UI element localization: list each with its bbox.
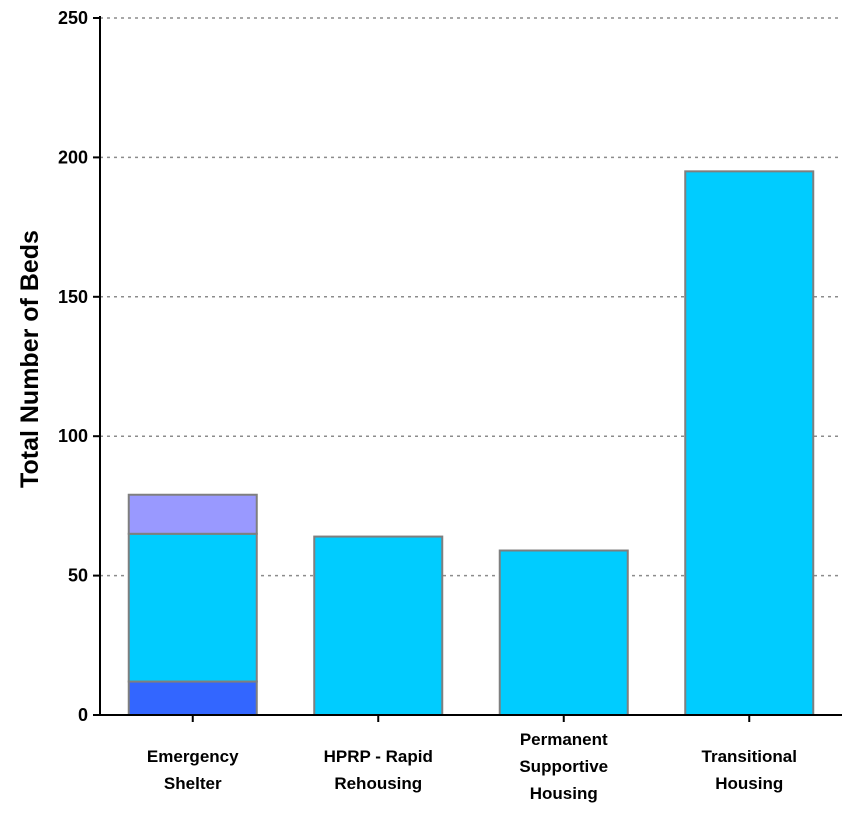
y-axis-label: Total Number of Beds [16, 230, 44, 488]
y-tick-labels: 0 50 100 150 200 250 [58, 8, 88, 725]
x-category-label: HPRP - Rapid [324, 747, 433, 766]
x-category-label: Rehousing [334, 774, 422, 793]
bar-segment [127, 493, 258, 535]
x-category-label: Housing [530, 784, 598, 803]
y-tick-label: 100 [58, 426, 88, 446]
y-tick-label: 50 [68, 566, 88, 586]
x-category-label: Permanent [520, 730, 608, 749]
bar-segment [127, 532, 258, 683]
y-tick-label: 200 [58, 147, 88, 167]
y-tick-label: 0 [78, 705, 88, 725]
x-category-label: Supportive [519, 757, 608, 776]
axes [93, 16, 842, 722]
bars [127, 170, 815, 717]
y-tick-label: 250 [58, 8, 88, 28]
bar-segment [684, 170, 815, 716]
y-tick-label: 150 [58, 287, 88, 307]
x-category-label: Shelter [164, 774, 222, 793]
x-category-label: Housing [715, 774, 783, 793]
bar-segment [127, 680, 258, 717]
x-category-label: Transitional [702, 747, 797, 766]
bar-segment [313, 535, 444, 716]
x-category-labels: Emergency Shelter HPRP - Rapid Rehousing Per… [147, 730, 797, 803]
x-category-label: Emergency [147, 747, 239, 766]
bar-segment [498, 549, 629, 716]
